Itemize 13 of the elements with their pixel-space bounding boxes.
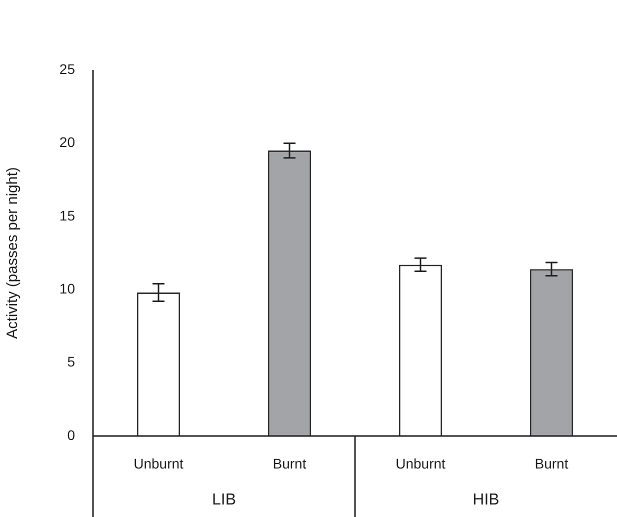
x-tick-label: Burnt <box>534 455 568 472</box>
y-tick-label: 0 <box>67 426 76 443</box>
text: LIB <box>212 491 236 508</box>
y-axis-title: Activity (passes per night) <box>4 167 22 339</box>
y-tick-label: 25 <box>59 60 76 77</box>
text: HIB <box>472 491 500 508</box>
y-tick-label: 10 <box>59 280 76 296</box>
y-tick-label: 5 <box>67 354 76 370</box>
x-tick-label: Unburnt <box>134 455 184 472</box>
y-tick-label: 20 <box>59 134 76 150</box>
x-tick-label: Unburnt <box>396 455 446 472</box>
y-tick-label: 15 <box>59 207 76 224</box>
x-tick-label: Burnt <box>272 455 306 472</box>
